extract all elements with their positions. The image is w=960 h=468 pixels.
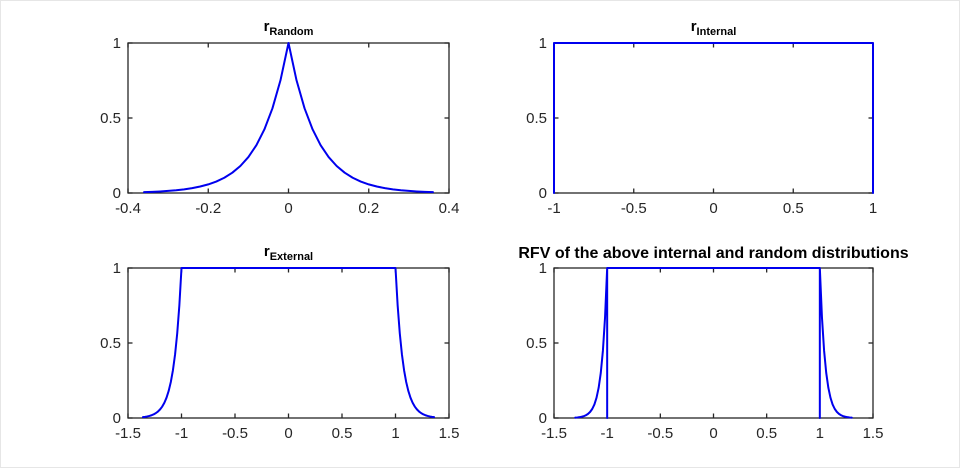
title-base-text: r [690, 18, 697, 35]
x-tick-label: -0.4 [115, 200, 141, 217]
x-tick-label: 1 [816, 425, 824, 442]
y-tick-label: 0 [539, 410, 547, 427]
y-tick-label: 1 [113, 35, 121, 52]
axes-box [553, 267, 874, 419]
x-tick-label: -1.5 [115, 425, 141, 442]
title-r-random: rRandom [128, 18, 449, 41]
y-tick-label: 0 [113, 410, 121, 427]
subplot-rfv: -1.5 -1 -0.5 0 0.5 1 1.5 0 0.5 1 [526, 260, 883, 442]
subplot-random: -0.4 -0.2 0 0.2 0.4 0 0.5 1 [100, 35, 459, 217]
x-tick-label: -1 [175, 425, 188, 442]
x-tick-label: -1 [547, 200, 560, 217]
x-tick-label: 0.2 [358, 200, 379, 217]
x-tick-label: -0.5 [222, 425, 248, 442]
y-tick-label: 0.5 [100, 335, 121, 352]
subplot-internal: -1 -0.5 0 0.5 1 0 0.5 1 [526, 35, 877, 217]
y-tick-label: 1 [113, 260, 121, 277]
y-tick-label: 1 [539, 35, 547, 52]
axes-box [127, 42, 450, 194]
title-r-external: rExternal [128, 243, 449, 266]
y-tick-label: 0 [539, 185, 547, 202]
x-tick-label: 0 [709, 200, 717, 217]
x-tick-label: 0.5 [783, 200, 804, 217]
y-tick-label: 0 [113, 185, 121, 202]
title-subscript-text: Internal [696, 26, 737, 38]
x-tick-label: 0.4 [439, 200, 460, 217]
rfv-membership-curve [574, 267, 853, 419]
x-tick-label: 1.5 [863, 425, 884, 442]
x-tick-label: -1.5 [541, 425, 567, 442]
internal-membership-curve [553, 42, 874, 194]
title-r-internal: rInternal [554, 18, 873, 41]
random-membership-curve [143, 42, 434, 194]
x-tick-label: 0 [284, 200, 292, 217]
x-tick-label: -0.5 [647, 425, 673, 442]
external-membership-curve [141, 267, 436, 419]
title-base-text: r [263, 243, 270, 260]
x-tick-label: 0 [709, 425, 717, 442]
title-rfv: RFV of the above internal and random dis… [518, 245, 909, 262]
y-tick-label: 0.5 [526, 110, 547, 127]
x-tick-label: -0.2 [195, 200, 221, 217]
x-tick-label: 1 [869, 200, 877, 217]
title-base-text: r [263, 18, 270, 35]
x-tick-label: 1 [391, 425, 399, 442]
x-tick-label: 0 [284, 425, 292, 442]
x-tick-label: -0.5 [621, 200, 647, 217]
y-tick-label: 0.5 [100, 110, 121, 127]
subplot-external: -1.5 -1 -0.5 0 0.5 1 1.5 0 0.5 1 [100, 260, 459, 442]
axes-box [553, 42, 874, 194]
y-tick-label: 0.5 [526, 335, 547, 352]
x-tick-label: 0.5 [332, 425, 353, 442]
title-subscript-text: Random [269, 26, 314, 38]
x-tick-label: 0.5 [756, 425, 777, 442]
x-tick-label: 1.5 [439, 425, 460, 442]
title-subscript-text: External [269, 251, 314, 263]
x-tick-label: -1 [600, 425, 613, 442]
y-tick-label: 1 [539, 260, 547, 277]
